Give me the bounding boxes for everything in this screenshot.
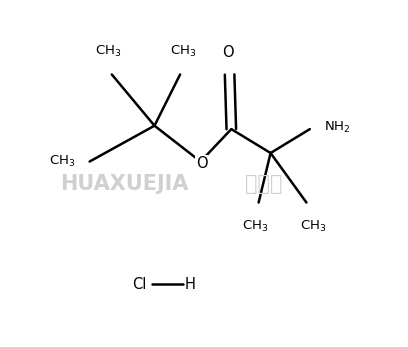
Text: CH$_3$: CH$_3$	[300, 219, 326, 234]
Text: Cl: Cl	[132, 277, 146, 292]
Text: H: H	[185, 277, 196, 292]
Text: HUAXUEJIA: HUAXUEJIA	[61, 174, 189, 194]
Text: 化学加: 化学加	[245, 174, 282, 194]
Text: O: O	[196, 156, 207, 171]
Text: CH$_3$: CH$_3$	[170, 44, 197, 59]
Text: CH$_3$: CH$_3$	[95, 44, 122, 59]
Text: NH$_2$: NH$_2$	[324, 120, 350, 135]
Text: CH$_3$: CH$_3$	[242, 219, 268, 234]
Text: O: O	[222, 45, 234, 60]
Text: CH$_3$: CH$_3$	[49, 154, 76, 169]
